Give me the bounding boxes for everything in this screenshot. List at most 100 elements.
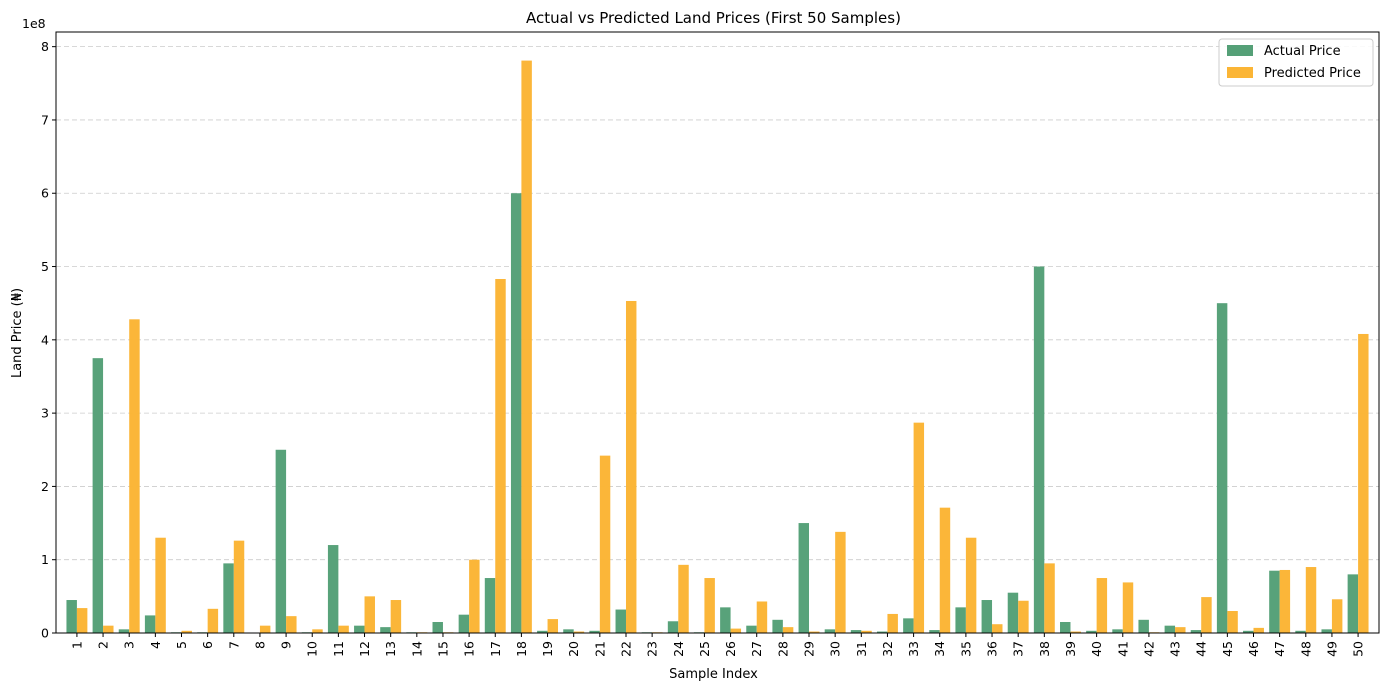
legend-swatch-predicted: [1227, 67, 1253, 78]
bar-predicted-50: [1358, 333, 1369, 633]
grid-lines: [56, 46, 1379, 634]
x-tick-label: 23: [645, 641, 660, 657]
x-tick-label: 4: [148, 641, 163, 649]
y-tick-label: 5: [41, 259, 49, 274]
y-offset-label: 1e8: [22, 16, 46, 31]
bar-actual-21: [589, 630, 600, 633]
bar-actual-24: [667, 621, 679, 633]
x-tick-label: 13: [383, 641, 398, 657]
x-tick-label: 2: [96, 641, 111, 649]
bar-actual-1: [66, 600, 77, 633]
x-tick-label: 40: [1089, 641, 1104, 657]
chart-title: Actual vs Predicted Land Prices (First 5…: [526, 9, 901, 27]
bar-predicted-33: [913, 422, 925, 633]
bar-predicted-13: [390, 600, 402, 633]
bar-actual-29: [798, 523, 810, 633]
bar-predicted-8: [259, 625, 271, 633]
bar-actual-45: [1216, 303, 1228, 633]
bar-predicted-12: [364, 596, 375, 633]
bar-predicted-36: [992, 624, 1003, 633]
bar-actual-36: [981, 600, 993, 633]
bar-predicted-28: [782, 627, 794, 633]
x-tick-label: 19: [540, 641, 555, 657]
x-tick-label: 36: [985, 641, 1000, 657]
x-tick-label: 46: [1246, 641, 1261, 657]
bar-actual-18: [510, 193, 522, 633]
bar-actual-28: [772, 619, 783, 633]
x-tick-label: 47: [1272, 641, 1287, 657]
x-tick-label: 9: [279, 641, 294, 649]
bar-actual-35: [955, 607, 966, 633]
bar-predicted-7: [233, 540, 245, 633]
x-tick-label: 6: [200, 641, 215, 649]
bar-actual-50: [1347, 574, 1359, 633]
bar-actual-30: [824, 629, 836, 633]
legend-label-predicted: Predicted Price: [1264, 66, 1361, 81]
bar-actual-39: [1060, 622, 1071, 633]
x-tick-label: 8: [252, 641, 267, 649]
x-tick-label: 12: [357, 641, 372, 657]
bar-predicted-24: [678, 564, 689, 633]
bar-predicted-17: [495, 278, 506, 633]
x-tick-label: 22: [618, 641, 633, 657]
x-tick-label: 49: [1324, 641, 1339, 657]
x-tick-label: 26: [723, 641, 738, 657]
bar-actual-20: [563, 629, 574, 633]
x-tick-label: 24: [671, 641, 686, 657]
x-tick-label: 14: [409, 641, 424, 657]
y-axis-ticks: 0 1 2 3 4 5 6 7 8: [41, 39, 56, 641]
bar-predicted-5: [181, 630, 192, 633]
x-tick-label: 25: [697, 641, 712, 657]
y-axis-title: Land Price (₦): [10, 288, 25, 378]
x-tick-label: 35: [958, 641, 973, 657]
bar-predicted-1: [76, 608, 88, 633]
bars: [66, 60, 1369, 633]
bar-actual-12: [354, 625, 365, 633]
bar-actual-43: [1164, 625, 1176, 633]
y-tick-label: 6: [41, 186, 49, 201]
bar-actual-27: [746, 625, 757, 633]
x-tick-label: 10: [305, 641, 320, 657]
bar-predicted-44: [1201, 597, 1212, 633]
y-tick-label: 7: [41, 112, 49, 127]
bar-predicted-29: [809, 631, 820, 633]
bar-actual-32: [876, 631, 888, 633]
bar-predicted-18: [521, 60, 532, 633]
bar-predicted-40: [1096, 578, 1108, 633]
legend-swatch-actual: [1227, 45, 1253, 56]
x-tick-label: 30: [828, 641, 843, 657]
x-tick-label: 41: [1115, 641, 1130, 657]
legend-label-actual: Actual Price: [1264, 44, 1341, 59]
bar-actual-42: [1138, 619, 1149, 633]
bar-actual-48: [1295, 630, 1306, 633]
x-tick-label: 43: [1168, 641, 1183, 657]
plot-area-frame: [55, 31, 1380, 634]
x-tick-label: 20: [566, 641, 581, 657]
x-axis-title: Sample Index: [669, 667, 758, 682]
bar-actual-16: [458, 614, 470, 633]
x-tick-label: 28: [775, 641, 790, 657]
bar-actual-37: [1007, 592, 1019, 633]
bar-predicted-48: [1305, 567, 1317, 633]
bar-actual-46: [1243, 630, 1254, 633]
bar-actual-11: [327, 545, 339, 633]
x-tick-label: 44: [1194, 641, 1209, 657]
x-tick-label: 1: [69, 641, 84, 649]
x-tick-label: 3: [122, 641, 137, 649]
bar-actual-44: [1190, 630, 1202, 633]
bar-actual-41: [1112, 629, 1123, 633]
bar-predicted-30: [835, 531, 846, 633]
x-tick-label: 29: [802, 641, 817, 657]
bar-predicted-37: [1018, 600, 1029, 633]
x-tick-label: 16: [462, 641, 477, 657]
bar-actual-38: [1033, 266, 1045, 633]
y-tick-label: 2: [41, 479, 49, 494]
bar-predicted-39: [1070, 631, 1081, 633]
bar-actual-17: [484, 578, 496, 633]
x-tick-label: 34: [932, 641, 947, 657]
x-tick-label: 50: [1351, 641, 1366, 657]
x-tick-label: 7: [226, 641, 241, 649]
bar-actual-31: [850, 630, 862, 633]
x-axis-ticks: 1 2 3 4 5 6 7 8 9 10 11 12 13 14 15 16 17 18 19 20 21 22 23 24 2…: [69, 633, 1366, 657]
